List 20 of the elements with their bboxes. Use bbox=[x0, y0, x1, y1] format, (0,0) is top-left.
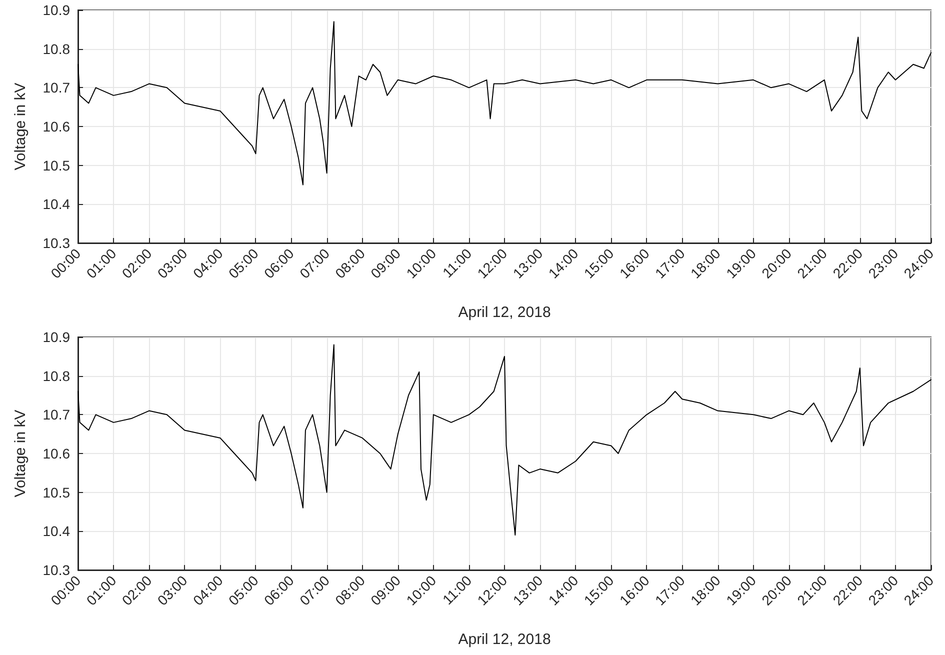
y-tick-label: 10.7 bbox=[42, 80, 70, 96]
y-tick-label: 10.8 bbox=[42, 368, 70, 384]
line-series bbox=[78, 21, 932, 186]
y-tick-label: 10.3 bbox=[42, 562, 70, 578]
y-axis-title: Voltage in kV bbox=[12, 82, 29, 170]
y-tick-label: 10.8 bbox=[42, 40, 70, 57]
x-axis-title: April 12, 2018 bbox=[458, 304, 551, 321]
y-axis-title: Voltage in kV bbox=[12, 410, 29, 498]
y-tick-label: 10.5 bbox=[42, 157, 70, 174]
y-tick-label: 10.6 bbox=[42, 118, 70, 134]
y-tick-label: 10.4 bbox=[42, 196, 70, 212]
y-tick-label: 10.3 bbox=[42, 235, 70, 251]
y-tick-label: 10.4 bbox=[42, 523, 70, 540]
y-tick-label: 10.5 bbox=[42, 484, 70, 500]
line-series bbox=[78, 344, 932, 536]
y-tick-label: 10.9 bbox=[42, 329, 70, 345]
x-axis-title: April 12, 2018 bbox=[458, 631, 551, 648]
y-tick-label: 10.6 bbox=[42, 446, 70, 462]
y-tick-label: 10.9 bbox=[42, 2, 70, 18]
y-tick-label: 10.7 bbox=[42, 406, 70, 423]
